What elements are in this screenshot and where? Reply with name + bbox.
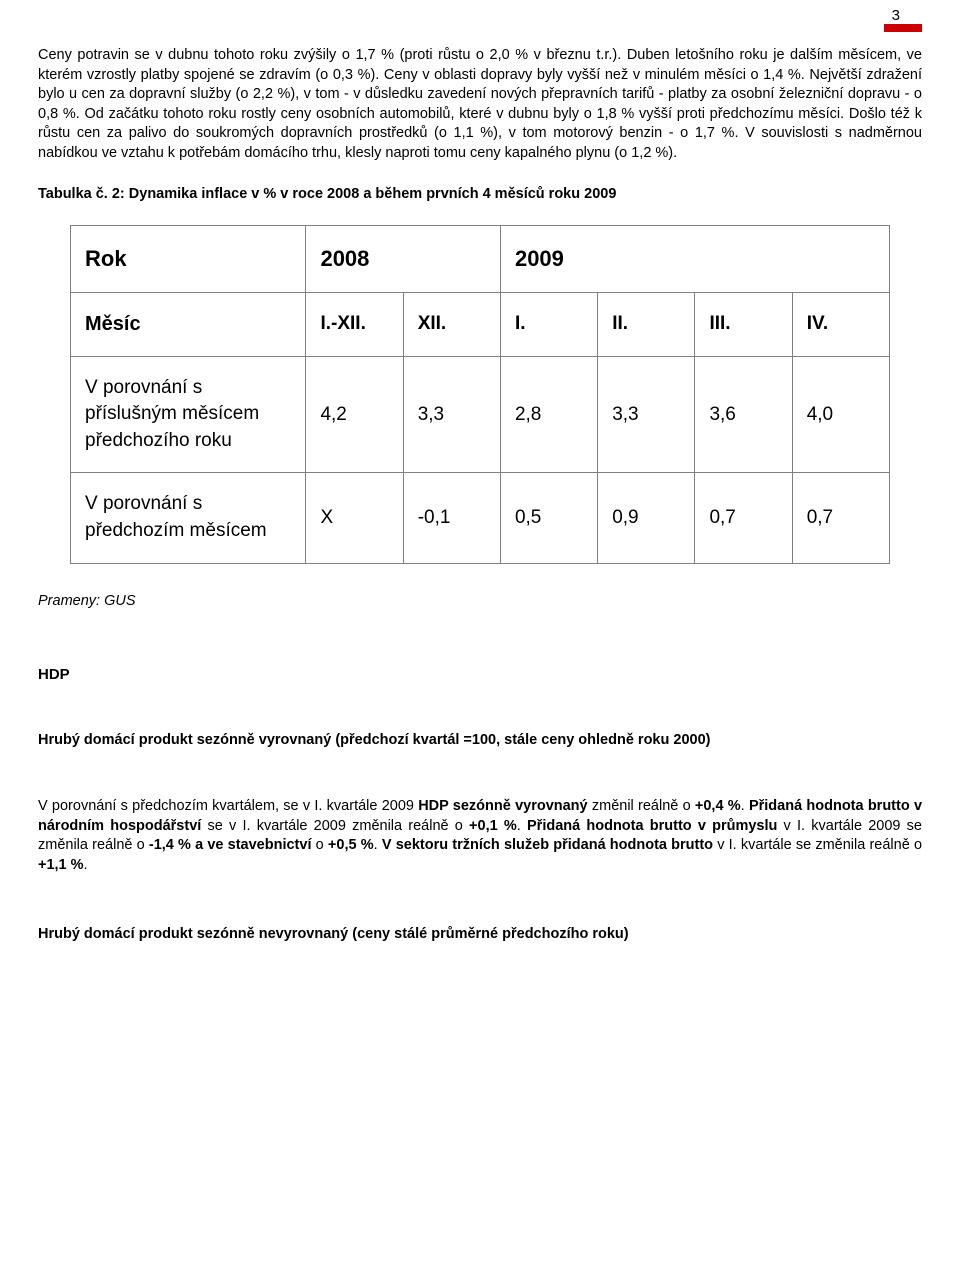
text: v I. kvartále se změnila reálně o [713,837,922,853]
table-cell: X [306,473,403,563]
months-label: Měsíc [71,292,306,356]
table-cell: 3,3 [598,356,695,473]
text: o [311,837,327,853]
bold-value: +0,5 % [328,837,374,853]
table-cell: 0,5 [500,473,597,563]
month-col: I. [500,292,597,356]
month-col: XII. [403,292,500,356]
last-heading: Hrubý domácí produkt sezónně nevyrovnaný… [38,925,922,945]
text: . [84,857,88,873]
text: . [741,798,749,814]
paragraph-1: Ceny potravin se v dubnu tohoto roku zvý… [38,46,922,163]
table-cell: 0,7 [792,473,889,563]
bold-text: Přidaná hodnota brutto v průmyslu [527,818,777,834]
accent-bar [884,24,922,32]
table-source: Prameny: GUS [38,592,922,612]
table-row: V porovnání s příslušným měsícem předcho… [71,356,890,473]
text: . [517,818,527,834]
text: změnil reálně o [588,798,695,814]
row1-label: V porovnání s příslušným měsícem předcho… [71,356,306,473]
text: V porovnání s předchozím kvartálem, se v… [38,798,418,814]
table-cell: -0,1 [403,473,500,563]
table-cell: 0,7 [695,473,792,563]
header-rok: Rok [71,225,306,292]
month-col: II. [598,292,695,356]
inflation-table: Rok 2008 2009 Měsíc I.-XII. XII. I. II. … [70,225,890,564]
month-col: I.-XII. [306,292,403,356]
table-cell: 4,2 [306,356,403,473]
header-2008: 2008 [306,225,501,292]
bold-value: +0,1 % [469,818,517,834]
month-col: III. [695,292,792,356]
table-cell: 0,9 [598,473,695,563]
bold-text: HDP sezónně vyrovnaný [418,798,587,814]
table-cell: 4,0 [792,356,889,473]
table-row: V porovnání s předchozím měsícem X -0,1 … [71,473,890,563]
table-header-row: Rok 2008 2009 [71,225,890,292]
hdp-heading: HDP [38,665,922,685]
bold-value: +1,1 % [38,857,84,873]
table-cell: 3,3 [403,356,500,473]
text: se v I. kvartále 2009 změnila reálně o [201,818,469,834]
text: . [374,837,382,853]
paragraph-2: V porovnání s předchozím kvartálem, se v… [38,797,922,875]
subheading-1: Hrubý domácí produkt sezónně vyrovnaný (… [38,731,922,751]
bold-text: V sektoru tržních služeb přidaná hodnota… [382,837,713,853]
month-col: IV. [792,292,889,356]
header-2009: 2009 [500,225,889,292]
table-cell: 2,8 [500,356,597,473]
row2-label: V porovnání s předchozím měsícem [71,473,306,563]
table-months-row: Měsíc I.-XII. XII. I. II. III. IV. [71,292,890,356]
bold-value: +0,4 % [695,798,741,814]
table-caption: Tabulka č. 2: Dynamika inflace v % v roc… [38,185,922,205]
bold-value: -1,4 % a ve stavebnictví [149,837,312,853]
table-cell: 3,6 [695,356,792,473]
